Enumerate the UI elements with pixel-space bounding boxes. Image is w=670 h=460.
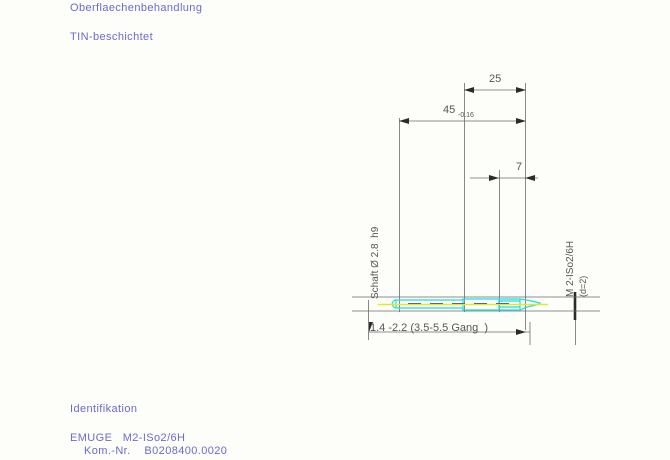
dimension-25-label: 25 <box>489 73 502 85</box>
dimension-thread-length <box>369 322 531 345</box>
dimension-7 <box>470 175 538 181</box>
dimension-7-label: 7 <box>516 161 523 173</box>
identification-line-1: EMUGE M2-ISo2/6H <box>70 432 186 444</box>
identification-line-2: Kom.-Nr. B0208400.0020 <box>84 445 228 457</box>
identification-heading: Identifikation <box>70 403 138 415</box>
thread-spec-sub-label: (d=2) <box>578 275 588 297</box>
dimension-thread-length-label: 1.4 -2.2 (3.5-5.5 Gang ) <box>370 322 489 334</box>
extension-lines <box>368 83 576 345</box>
shank-diameter-label: Schaft Ø 2.8 h9 <box>370 226 381 299</box>
dimension-45-tolerance: -0.16 <box>458 112 474 119</box>
reference-axis-lines <box>352 296 600 312</box>
dimension-25 <box>464 87 526 93</box>
dimension-45-label: 45 <box>443 104 456 116</box>
thread-spec-label: M 2-ISo2/6H <box>565 240 576 297</box>
surface-treatment-value: TIN-beschichtet <box>70 31 154 43</box>
surface-treatment-heading: Oberflaechenbehandlung <box>70 2 203 14</box>
dimension-45 <box>399 118 526 124</box>
